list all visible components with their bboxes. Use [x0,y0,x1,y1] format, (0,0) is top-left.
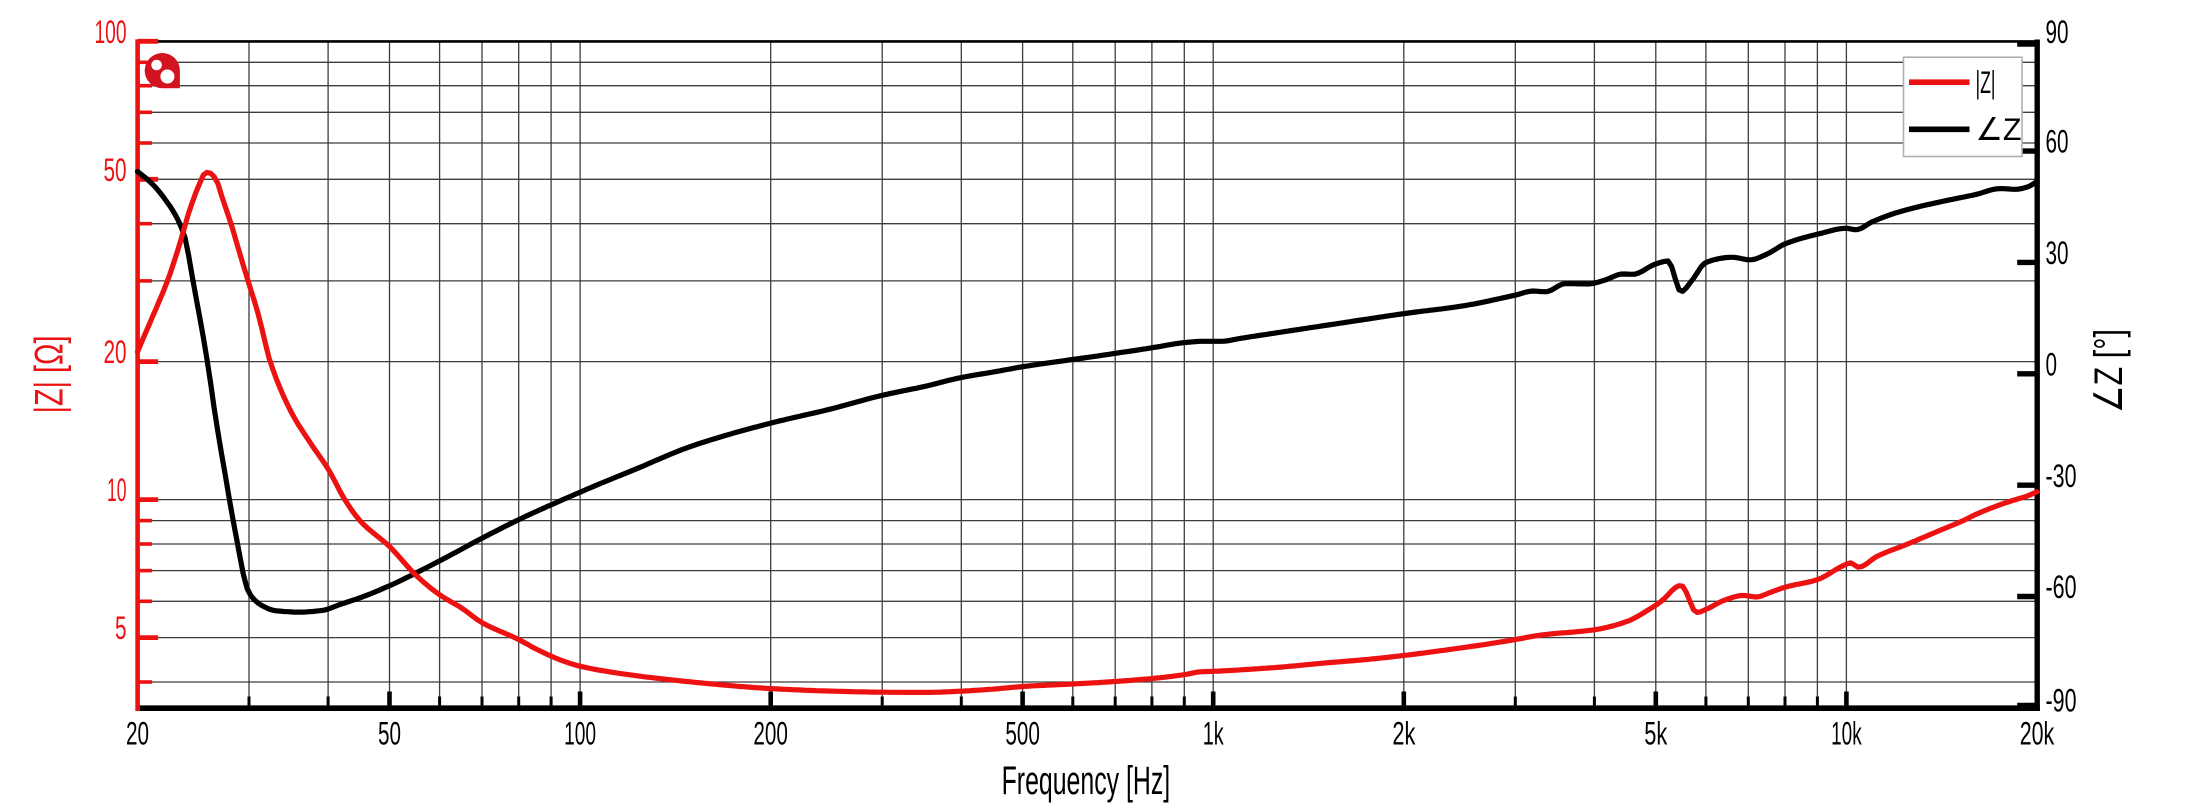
svg-text:10k: 10k [1831,716,1862,752]
svg-text:|Z|: |Z| [1976,64,1996,100]
svg-text:-30: -30 [2046,458,2077,494]
svg-text:20: 20 [126,716,149,752]
svg-text:100: 100 [95,14,127,50]
svg-text:5: 5 [115,610,127,646]
svg-text:∠Z: ∠Z [1976,111,2022,147]
svg-text:-60: -60 [2046,569,2077,605]
svg-text:200: 200 [753,716,788,752]
svg-text:10: 10 [107,472,127,508]
svg-text:20k: 20k [2020,716,2055,752]
svg-text:30: 30 [2046,235,2069,271]
svg-text:500: 500 [1005,716,1040,752]
svg-text:90: 90 [2046,14,2069,50]
svg-text:-90: -90 [2046,682,2077,718]
svg-text:50: 50 [104,152,127,188]
svg-text:2k: 2k [1392,716,1416,752]
svg-text:1k: 1k [1203,716,1224,752]
svg-text:0: 0 [2046,346,2058,382]
svg-text:100: 100 [564,716,596,752]
svg-text:|Z| [Ω]: |Z| [Ω] [28,336,72,414]
svg-text:60: 60 [2046,124,2069,160]
svg-text:20: 20 [104,334,127,370]
svg-text:50: 50 [378,716,401,752]
svg-text:∠Z [°]: ∠Z [°] [2087,329,2131,413]
svg-text:5k: 5k [1644,716,1668,752]
svg-text:Frequency [Hz]: Frequency [Hz] [1002,759,1171,803]
